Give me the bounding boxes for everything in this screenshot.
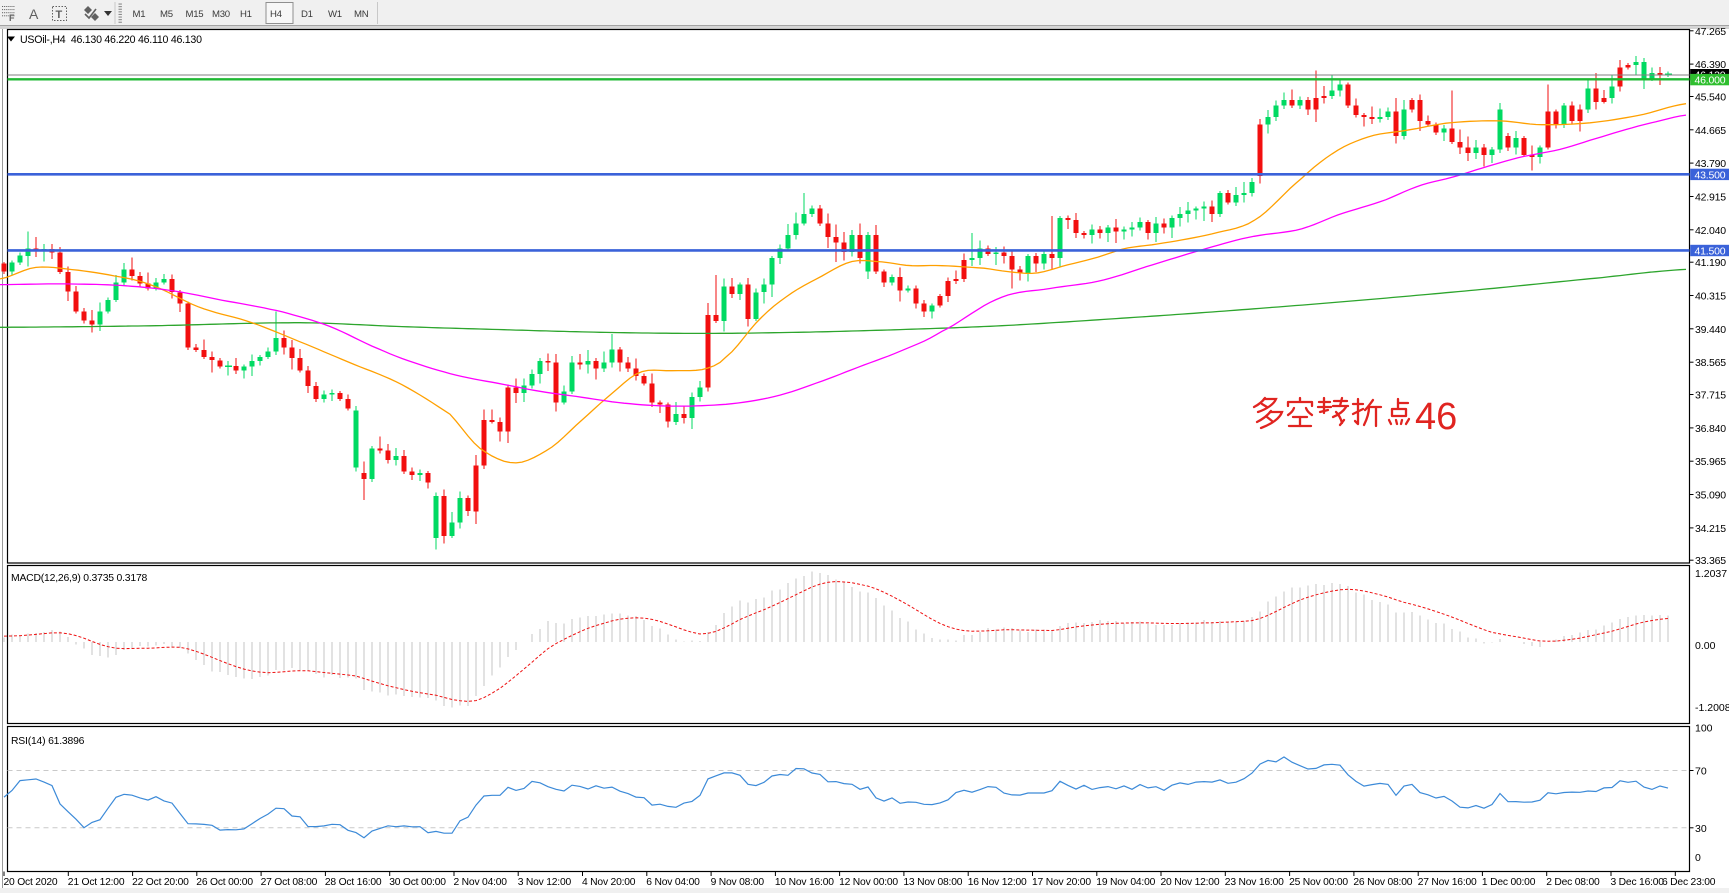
svg-text:2 Nov 04:00: 2 Nov 04:00 [454, 877, 508, 888]
svg-text:45.540: 45.540 [1695, 92, 1726, 104]
svg-text:25 Nov 00:00: 25 Nov 00:00 [1289, 877, 1348, 888]
svg-text:39.440: 39.440 [1695, 324, 1726, 336]
svg-text:21 Oct 12:00: 21 Oct 12:00 [68, 877, 125, 888]
svg-text:37.715: 37.715 [1695, 390, 1726, 402]
svg-text:12 Nov 00:00: 12 Nov 00:00 [839, 877, 898, 888]
svg-text:3 Dec 16:00: 3 Dec 16:00 [1611, 877, 1665, 888]
svg-text:1.2037: 1.2037 [1695, 568, 1727, 580]
svg-text:30: 30 [1695, 823, 1707, 835]
svg-text:27 Oct 08:00: 27 Oct 08:00 [261, 877, 318, 888]
svg-text:USOil-,H4 46.130 46.220 46.11: USOil-,H4 46.130 46.220 46.110 46.130 [20, 34, 202, 46]
svg-text:47.265: 47.265 [1695, 26, 1726, 38]
svg-text:36.840: 36.840 [1695, 423, 1726, 435]
svg-text:17 Nov 20:00: 17 Nov 20:00 [1032, 877, 1091, 888]
svg-text:20 Oct 2020: 20 Oct 2020 [4, 877, 58, 888]
svg-text:27 Nov 16:00: 27 Nov 16:00 [1418, 877, 1477, 888]
svg-text:26 Oct 00:00: 26 Oct 00:00 [196, 877, 253, 888]
svg-text:22 Oct 20:00: 22 Oct 20:00 [132, 877, 189, 888]
svg-text:MN: MN [354, 9, 369, 20]
svg-text:4 Nov 20:00: 4 Nov 20:00 [582, 877, 636, 888]
svg-text:46.000: 46.000 [1695, 75, 1726, 87]
svg-text:M5: M5 [160, 9, 173, 20]
svg-text:3 Nov 12:00: 3 Nov 12:00 [518, 877, 572, 888]
svg-text:43.790: 43.790 [1695, 158, 1726, 170]
svg-text:100: 100 [1695, 723, 1713, 735]
svg-text:46: 46 [1415, 396, 1457, 438]
svg-text:23 Nov 16:00: 23 Nov 16:00 [1225, 877, 1284, 888]
svg-text:42.040: 42.040 [1695, 225, 1726, 237]
svg-text:35.090: 35.090 [1695, 490, 1726, 502]
svg-text:35.965: 35.965 [1695, 456, 1726, 468]
svg-text:F: F [9, 13, 15, 23]
svg-text:40.315: 40.315 [1695, 291, 1726, 303]
svg-text:30 Oct 00:00: 30 Oct 00:00 [389, 877, 446, 888]
svg-text:2 Dec 08:00: 2 Dec 08:00 [1546, 877, 1600, 888]
svg-text:42.915: 42.915 [1695, 192, 1726, 204]
svg-text:M30: M30 [212, 9, 230, 20]
svg-text:16 Nov 12:00: 16 Nov 12:00 [968, 877, 1027, 888]
svg-text:6 Nov 04:00: 6 Nov 04:00 [646, 877, 700, 888]
svg-text:0.00: 0.00 [1695, 640, 1716, 652]
svg-text:10 Nov 16:00: 10 Nov 16:00 [775, 877, 834, 888]
svg-text:46.390: 46.390 [1695, 59, 1726, 71]
svg-text:RSI(14) 61.3896: RSI(14) 61.3896 [11, 736, 85, 747]
svg-text:13 Nov 08:00: 13 Nov 08:00 [903, 877, 962, 888]
svg-text:41.500: 41.500 [1695, 245, 1726, 257]
svg-text:70: 70 [1695, 766, 1707, 778]
svg-text:19 Nov 04:00: 19 Nov 04:00 [1096, 877, 1155, 888]
svg-text:M15: M15 [186, 9, 204, 20]
svg-text:43.500: 43.500 [1695, 169, 1726, 181]
svg-text:6 Dec 23:00: 6 Dec 23:00 [1662, 877, 1716, 888]
svg-text:W1: W1 [328, 9, 342, 20]
svg-text:33.365: 33.365 [1695, 555, 1726, 567]
svg-text:1 Dec 00:00: 1 Dec 00:00 [1482, 877, 1536, 888]
svg-text:44.665: 44.665 [1695, 125, 1726, 137]
svg-text:34.215: 34.215 [1695, 523, 1726, 535]
svg-text:20 Nov 12:00: 20 Nov 12:00 [1161, 877, 1220, 888]
svg-text:26 Nov 08:00: 26 Nov 08:00 [1353, 877, 1412, 888]
svg-text:MACD(12,26,9) 0.3735 0.3178: MACD(12,26,9) 0.3735 0.3178 [11, 573, 148, 584]
svg-text:T: T [56, 9, 63, 21]
svg-text:0: 0 [1695, 852, 1701, 864]
svg-text:41.190: 41.190 [1695, 257, 1726, 269]
svg-text:28 Oct 16:00: 28 Oct 16:00 [325, 877, 382, 888]
svg-text:H1: H1 [240, 9, 252, 20]
svg-text:M1: M1 [133, 9, 146, 20]
svg-text:38.565: 38.565 [1695, 357, 1726, 369]
svg-text:9 Nov 08:00: 9 Nov 08:00 [711, 877, 765, 888]
svg-text:H4: H4 [270, 9, 283, 20]
svg-text:A: A [29, 6, 39, 22]
svg-text:D1: D1 [301, 9, 313, 20]
svg-text:-1.2008: -1.2008 [1695, 702, 1729, 714]
